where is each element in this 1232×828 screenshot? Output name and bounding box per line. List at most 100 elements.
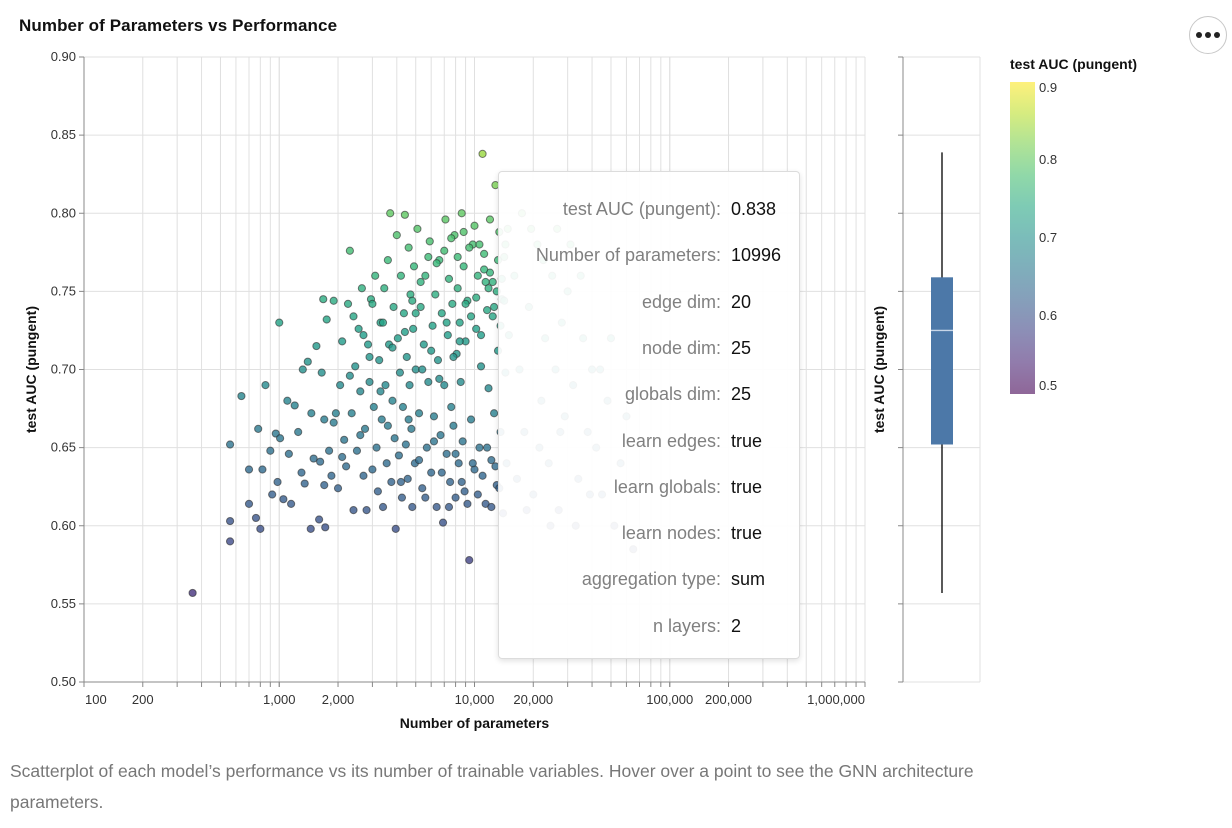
scatter-point	[244, 465, 254, 474]
y-tick-label: 0.75	[51, 283, 76, 298]
scatter-point	[396, 477, 406, 487]
scatter-point	[365, 377, 374, 387]
scatter-point	[399, 309, 409, 318]
y-tick-label: 0.80	[51, 205, 76, 220]
scatter-point	[401, 440, 410, 449]
scatter-point	[466, 415, 476, 424]
scatter-point	[398, 402, 408, 412]
legend-label: 0.7	[1039, 230, 1058, 245]
y-axis-title: test AUC (pungent)	[23, 306, 39, 433]
scatter-point	[429, 437, 439, 446]
scatter-point	[411, 309, 420, 318]
scatter-point	[303, 357, 312, 366]
scatter-point	[487, 502, 496, 512]
tooltip-value: 20	[731, 291, 752, 312]
scatter-point	[356, 431, 365, 440]
scatter-point	[429, 412, 439, 421]
scatter-point	[244, 499, 254, 508]
x-tick-label: 20,000	[513, 692, 553, 707]
tooltip-key: edge dim:	[641, 291, 721, 312]
scatter-point	[307, 409, 316, 418]
x-tick-label: 200	[132, 692, 154, 707]
tooltip-key: node dim:	[641, 337, 721, 358]
scatter-point	[409, 262, 419, 271]
scatter-point	[342, 462, 351, 471]
tooltip-key: n layers:	[652, 615, 721, 636]
scatter-point	[440, 381, 449, 390]
scatter-point	[487, 456, 496, 465]
scatter-point	[275, 434, 285, 443]
scatter-point	[421, 271, 430, 280]
scatter-point	[476, 331, 486, 340]
scatter-point	[378, 318, 388, 327]
y-tick-label: 0.90	[51, 49, 76, 64]
scatter-point	[283, 396, 292, 405]
tooltip-row: globals dim: 25	[499, 384, 799, 408]
tooltip-value: sum	[731, 569, 766, 590]
tooltip-value: 25	[731, 384, 752, 405]
tooltip-key: aggregation type:	[581, 569, 721, 590]
scatter-point	[284, 449, 293, 458]
legend-label: 0.5	[1039, 378, 1058, 393]
scatter-point	[338, 452, 347, 462]
tooltip-row: learn globals: true	[499, 477, 799, 501]
scatter-point	[413, 224, 422, 233]
more-dot-icon	[1205, 32, 1211, 38]
scatter-point	[400, 210, 409, 219]
scatter-point	[256, 524, 265, 533]
scatter-point	[254, 424, 263, 433]
scatter-point	[309, 454, 318, 463]
scatter-point	[482, 443, 492, 452]
scatter-point	[472, 324, 481, 333]
scatter-point	[316, 457, 325, 466]
chart-canvas: 0.50 0.55 0.60 0.65 0.70 0.75 0.80 0.85 0.90 100 2…	[23, 49, 981, 731]
scatter-point	[476, 362, 486, 371]
scatter-point	[320, 481, 329, 490]
scatter-point	[457, 477, 466, 487]
scatter-point	[331, 409, 340, 418]
scatter-point	[356, 387, 365, 396]
scatter-point	[315, 515, 324, 524]
scatter-point	[478, 471, 487, 480]
scatter-point	[443, 331, 452, 340]
tooltip-value: 25	[731, 337, 752, 358]
scatter-point	[453, 252, 462, 262]
legend-gradient	[1010, 82, 1035, 394]
legend-label: 0.6	[1039, 308, 1058, 323]
scatter-point	[345, 371, 354, 380]
tooltip-row: node dim: 25	[499, 338, 799, 362]
chart-caption: Scatterplot of each model’s performance …	[10, 761, 974, 812]
scatter-point	[470, 221, 479, 230]
scatter-point	[425, 237, 434, 246]
tooltip-value: 0.838	[731, 199, 777, 219]
scatter-point	[275, 318, 284, 327]
scatter-point	[437, 309, 446, 318]
scatter-point	[395, 368, 405, 377]
chart-title: Number of Parameters vs Performance	[19, 16, 338, 35]
scatter-point	[351, 362, 360, 371]
scatter-point	[333, 484, 343, 493]
tooltip-row: learn edges: true	[499, 431, 799, 455]
scatter-point	[383, 256, 392, 265]
scatter-point	[312, 341, 321, 351]
scatter-point	[336, 381, 345, 390]
scatter-point	[345, 246, 354, 255]
scatter-point	[237, 391, 246, 401]
box-iqr	[931, 277, 953, 445]
tooltip-key: learn edges:	[621, 430, 721, 451]
more-options-button[interactable]	[1189, 16, 1227, 54]
y-tick-label: 0.85	[51, 127, 76, 142]
scatter-point	[447, 402, 456, 412]
axes: 0.50 0.55 0.60 0.65 0.70 0.75 0.80 0.85 0.90 100 2…	[23, 49, 904, 731]
tooltip-key: learn nodes:	[621, 523, 721, 544]
scatter-point	[449, 421, 458, 430]
tooltip-value: true	[731, 430, 763, 451]
scatter-point	[266, 446, 275, 455]
more-dot-icon	[1196, 32, 1202, 38]
scatter-point	[454, 459, 463, 468]
tooltip-key: test AUC (pungent):	[562, 199, 721, 219]
scatter-point	[489, 409, 499, 418]
scatter-point	[419, 340, 428, 349]
y-tick-label: 0.65	[51, 440, 76, 455]
scatter-point	[383, 421, 392, 430]
